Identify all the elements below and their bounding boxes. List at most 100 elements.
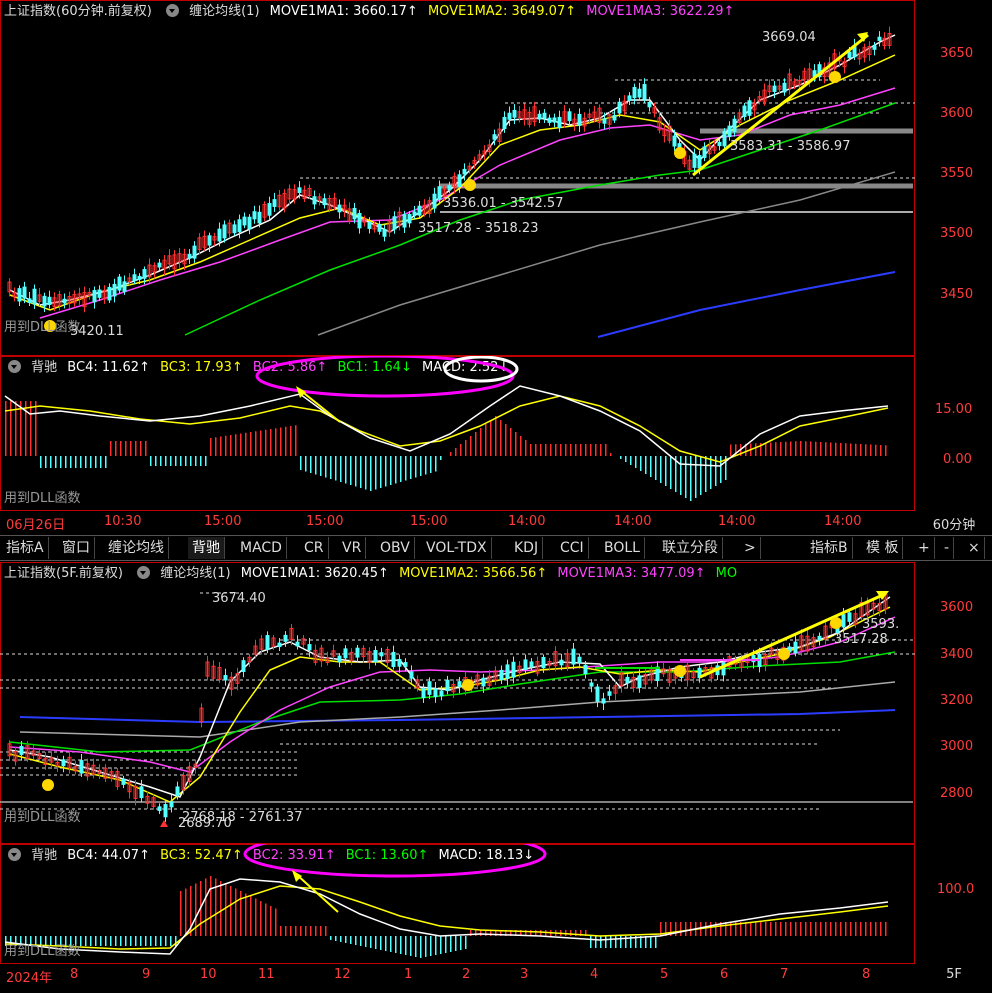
- time-label: 10:30: [104, 514, 142, 529]
- indicator-dropdown-icon[interactable]: [137, 566, 151, 579]
- macd-bar: [355, 936, 357, 945]
- bc1-highlight-ellipse: [443, 356, 519, 383]
- divergence-arrowhead: [292, 870, 302, 882]
- top-macd-panel[interactable]: [0, 356, 915, 511]
- macd-bar: [425, 936, 427, 957]
- macd-bar: [300, 926, 302, 936]
- tab-more-arrow[interactable]: >: [740, 537, 761, 559]
- macd-bar: [470, 436, 472, 456]
- macd-bar: [90, 936, 92, 946]
- macd-bar: [785, 922, 787, 936]
- tab-vr[interactable]: VR: [338, 537, 367, 559]
- macd-bar: [860, 444, 862, 456]
- macd-bar: [355, 456, 357, 487]
- tab-lianli-fenduan[interactable]: 联立分段: [658, 537, 723, 559]
- candle: [202, 235, 207, 248]
- time-label: 15:00: [306, 514, 344, 529]
- tab-kdj[interactable]: KDJ: [510, 537, 544, 559]
- macd-bar: [245, 432, 247, 456]
- candle: [397, 658, 402, 667]
- macd-bar: [645, 936, 647, 948]
- candle: [175, 786, 180, 797]
- candle: [717, 141, 722, 147]
- candle: [157, 806, 162, 812]
- add-window-button[interactable]: +: [914, 537, 935, 559]
- tab-beichi[interactable]: 背驰: [188, 537, 225, 559]
- bc4-value: BC4: 44.07↑: [67, 848, 150, 863]
- time-label: 10: [200, 967, 217, 982]
- bottom-macd-panel[interactable]: [0, 844, 915, 964]
- trend-arrowhead: [876, 591, 889, 600]
- top-ma2-value: MOVE1MA2: 3649.07↑: [427, 4, 577, 19]
- time-label: 2: [462, 967, 471, 982]
- ma-gray-line: [317, 171, 896, 336]
- bc3-value: BC3: 17.93↑: [160, 360, 243, 375]
- macd-title[interactable]: 背驰: [31, 360, 58, 375]
- tab-window[interactable]: 窗口: [58, 537, 95, 559]
- macd-title[interactable]: 背驰: [31, 848, 58, 863]
- macd-bar: [690, 456, 692, 501]
- indicator-dropdown-icon[interactable]: [8, 848, 21, 861]
- bottom-price-panel[interactable]: [0, 562, 915, 844]
- macd-bar: [530, 444, 532, 456]
- bottom-indicator-name[interactable]: 缠论均线(1): [160, 566, 231, 581]
- candle: [287, 188, 292, 200]
- bottom-candlestick-chart[interactable]: [0, 562, 915, 844]
- tab-vol-tdx[interactable]: VOL-TDX: [422, 537, 492, 559]
- indicator-dropdown-icon[interactable]: [165, 4, 179, 17]
- macd-bar: [485, 424, 487, 456]
- macd-bar: [805, 441, 807, 456]
- tab-cr[interactable]: CR: [300, 537, 329, 559]
- tab-cci[interactable]: CCI: [556, 537, 589, 559]
- candle: [193, 763, 198, 768]
- candle: [553, 651, 558, 667]
- candle: [13, 750, 18, 762]
- tab-macd[interactable]: MACD: [236, 537, 287, 559]
- tab-indicator-a[interactable]: 指标A: [2, 537, 49, 559]
- candle: [327, 197, 332, 210]
- top-indicator-name[interactable]: 缠论均线(1): [189, 4, 260, 19]
- tab-template[interactable]: 模 板: [862, 537, 904, 559]
- macd-bar: [315, 926, 317, 936]
- signal-dot: [778, 648, 790, 660]
- macd-bar: [80, 936, 82, 946]
- time-label: 6: [720, 967, 729, 982]
- tab-indicator-b[interactable]: 指标B: [806, 537, 853, 559]
- candle: [277, 642, 282, 648]
- bottom-period-label[interactable]: 5F: [946, 967, 962, 982]
- macd-bar: [425, 456, 427, 475]
- tab-chan-ma[interactable]: 缠论均线: [104, 537, 169, 559]
- macd-bar: [770, 922, 772, 936]
- macd-bar: [375, 936, 377, 949]
- macd-bar: [475, 432, 477, 456]
- candle: [112, 283, 117, 297]
- candle: [475, 674, 480, 686]
- candle: [145, 795, 150, 804]
- top-period-label[interactable]: 60分钟: [932, 518, 976, 533]
- indicator-dropdown-icon[interactable]: [8, 360, 21, 373]
- candle: [379, 652, 384, 657]
- remove-window-button[interactable]: -: [940, 537, 955, 559]
- candle: [517, 111, 522, 118]
- macd-bar: [795, 441, 797, 456]
- candle: [409, 671, 414, 679]
- macd-bar: [215, 437, 217, 456]
- macd-bar: [710, 922, 712, 936]
- candle: [222, 224, 227, 239]
- candle: [547, 661, 552, 666]
- tab-boll[interactable]: BOLL: [600, 537, 645, 559]
- tab-obv[interactable]: OBV: [376, 537, 415, 559]
- macd-bar: [155, 936, 157, 946]
- candle: [732, 118, 737, 132]
- macd-bar: [330, 936, 332, 940]
- macd-bar: [885, 922, 887, 936]
- top-candlestick-chart[interactable]: [0, 0, 915, 356]
- macd-bar: [535, 444, 537, 456]
- macd-bar: [175, 936, 177, 946]
- candle: [767, 85, 772, 93]
- macd-bar: [370, 456, 372, 491]
- candle: [857, 52, 862, 60]
- close-window-button[interactable]: ×: [964, 537, 985, 559]
- candle: [667, 125, 672, 141]
- candle: [632, 87, 637, 99]
